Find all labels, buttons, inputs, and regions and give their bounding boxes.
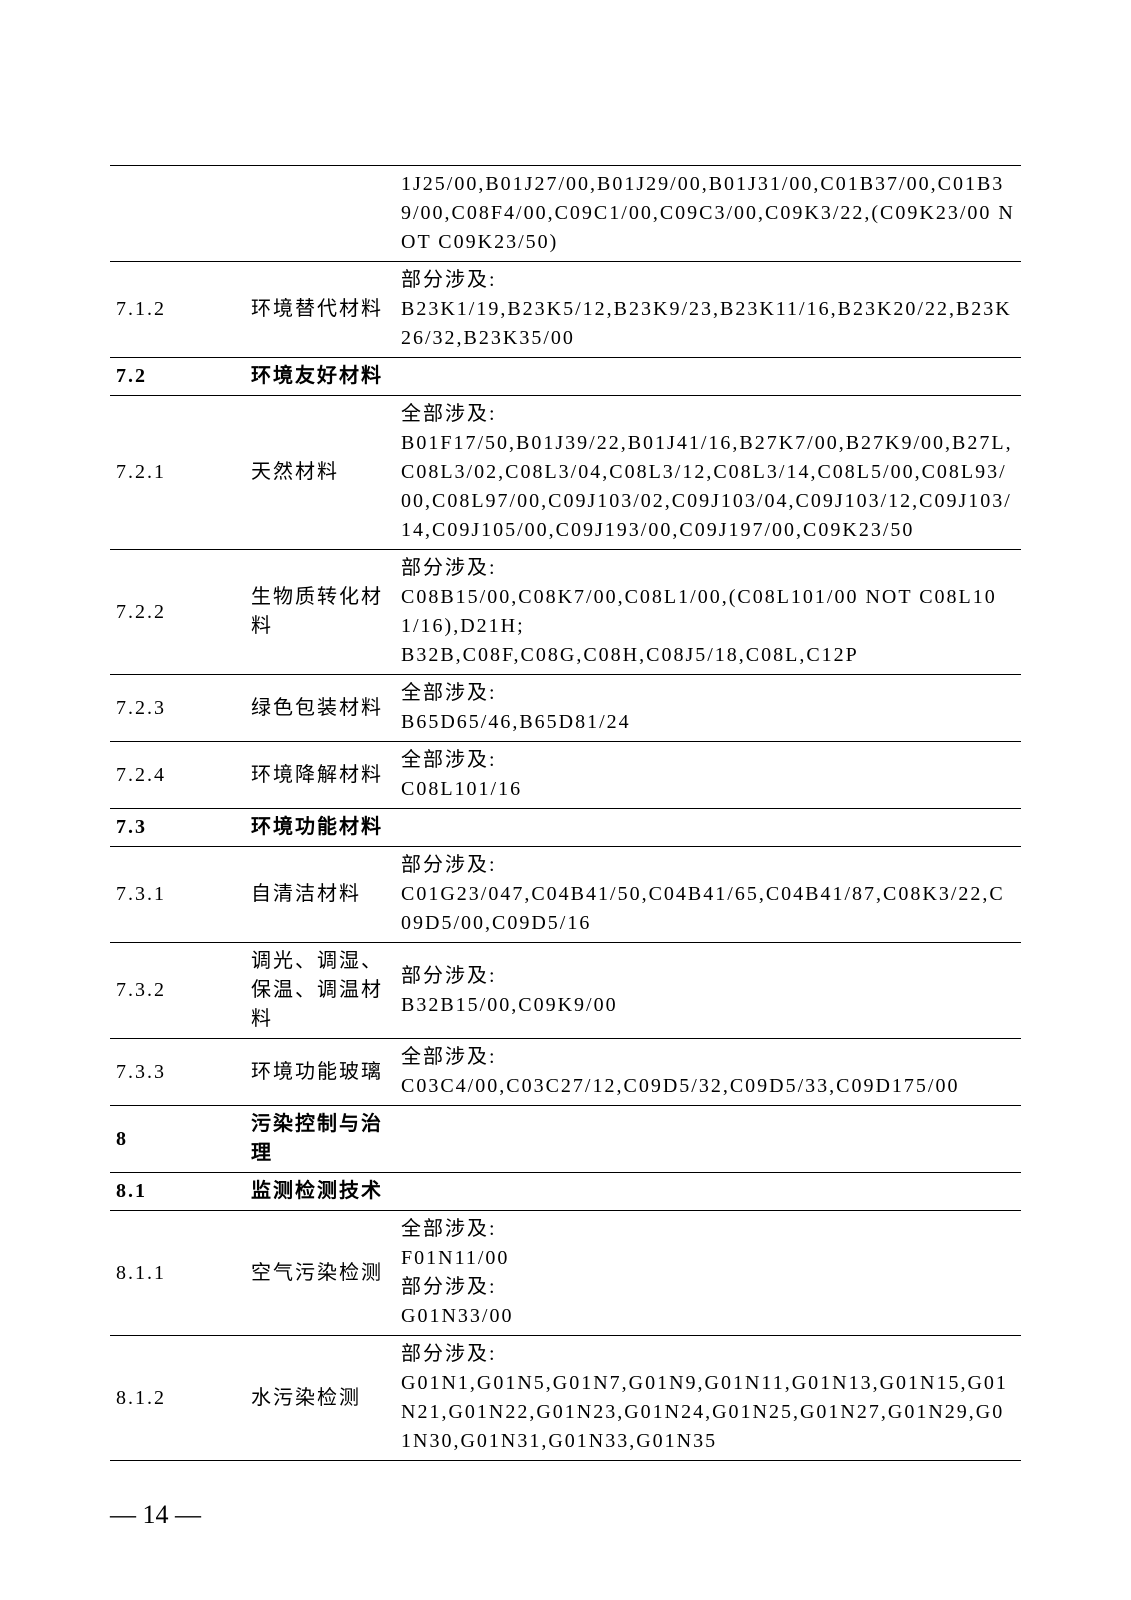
table-row: 8.1.1空气污染检测全部涉及:F01N11/00部分涉及:G01N33/00 (110, 1211, 1021, 1336)
cell-name (245, 166, 395, 262)
cell-desc: 全部涉及:B65D65/46,B65D81/24 (395, 675, 1021, 742)
cell-desc (395, 1106, 1021, 1173)
table-row: 7.3.2调光、调湿、保温、调温材料部分涉及:B32B15/00,C09K9/0… (110, 943, 1021, 1039)
table-row: 7.2.2生物质转化材料部分涉及:C08B15/00,C08K7/00,C08L… (110, 550, 1021, 675)
table-row: 8.1.2水污染检测部分涉及:G01N1,G01N5,G01N7,G01N9,G… (110, 1336, 1021, 1461)
table-row: 7.2环境友好材料 (110, 358, 1021, 396)
table-row: 1J25/00,B01J27/00,B01J29/00,B01J31/00,C0… (110, 166, 1021, 262)
cell-desc: 部分涉及:B23K1/19,B23K5/12,B23K9/23,B23K11/1… (395, 262, 1021, 358)
cell-name: 监测检测技术 (245, 1173, 395, 1211)
cell-id: 7.2 (110, 358, 245, 396)
table-row: 8污染控制与治理 (110, 1106, 1021, 1173)
cell-id: 8.1.2 (110, 1336, 245, 1461)
cell-id: 7.2.1 (110, 396, 245, 550)
cell-id: 7.3.2 (110, 943, 245, 1039)
table-row: 8.1监测检测技术 (110, 1173, 1021, 1211)
page-number: — 14 — (110, 1500, 201, 1530)
cell-id: 7.2.3 (110, 675, 245, 742)
table-row: 7.3.3环境功能玻璃全部涉及:C03C4/00,C03C27/12,C09D5… (110, 1039, 1021, 1106)
cell-id: 8.1 (110, 1173, 245, 1211)
cell-id: 7.1.2 (110, 262, 245, 358)
cell-id: 7.3 (110, 809, 245, 847)
classification-table: 1J25/00,B01J27/00,B01J29/00,B01J31/00,C0… (110, 165, 1021, 1461)
cell-id: 8 (110, 1106, 245, 1173)
cell-name: 环境降解材料 (245, 742, 395, 809)
cell-desc (395, 809, 1021, 847)
table-row: 7.2.4环境降解材料全部涉及:C08L101/16 (110, 742, 1021, 809)
cell-desc (395, 1173, 1021, 1211)
cell-name: 环境功能玻璃 (245, 1039, 395, 1106)
cell-name: 天然材料 (245, 396, 395, 550)
cell-id: 8.1.1 (110, 1211, 245, 1336)
cell-id (110, 166, 245, 262)
table-row: 7.2.3绿色包装材料全部涉及:B65D65/46,B65D81/24 (110, 675, 1021, 742)
table-row: 7.3环境功能材料 (110, 809, 1021, 847)
cell-desc: 全部涉及:B01F17/50,B01J39/22,B01J41/16,B27K7… (395, 396, 1021, 550)
cell-desc: 全部涉及:F01N11/00部分涉及:G01N33/00 (395, 1211, 1021, 1336)
cell-desc: 全部涉及:C08L101/16 (395, 742, 1021, 809)
cell-desc: 全部涉及:C03C4/00,C03C27/12,C09D5/32,C09D5/3… (395, 1039, 1021, 1106)
cell-name: 污染控制与治理 (245, 1106, 395, 1173)
cell-name: 环境功能材料 (245, 809, 395, 847)
cell-desc: 部分涉及:B32B15/00,C09K9/00 (395, 943, 1021, 1039)
cell-name: 环境替代材料 (245, 262, 395, 358)
cell-id: 7.2.2 (110, 550, 245, 675)
cell-name: 水污染检测 (245, 1336, 395, 1461)
cell-desc: 1J25/00,B01J27/00,B01J29/00,B01J31/00,C0… (395, 166, 1021, 262)
cell-name: 绿色包装材料 (245, 675, 395, 742)
cell-name: 调光、调湿、保温、调温材料 (245, 943, 395, 1039)
table-row: 7.2.1天然材料全部涉及:B01F17/50,B01J39/22,B01J41… (110, 396, 1021, 550)
table-row: 7.3.1自清洁材料部分涉及:C01G23/047,C04B41/50,C04B… (110, 847, 1021, 943)
cell-desc (395, 358, 1021, 396)
cell-name: 环境友好材料 (245, 358, 395, 396)
cell-desc: 部分涉及:G01N1,G01N5,G01N7,G01N9,G01N11,G01N… (395, 1336, 1021, 1461)
cell-id: 7.3.1 (110, 847, 245, 943)
cell-desc: 部分涉及:C08B15/00,C08K7/00,C08L1/00,(C08L10… (395, 550, 1021, 675)
cell-name: 空气污染检测 (245, 1211, 395, 1336)
cell-name: 生物质转化材料 (245, 550, 395, 675)
cell-desc: 部分涉及:C01G23/047,C04B41/50,C04B41/65,C04B… (395, 847, 1021, 943)
cell-id: 7.3.3 (110, 1039, 245, 1106)
cell-id: 7.2.4 (110, 742, 245, 809)
document-page: 1J25/00,B01J27/00,B01J29/00,B01J31/00,C0… (0, 0, 1131, 1541)
table-row: 7.1.2环境替代材料部分涉及:B23K1/19,B23K5/12,B23K9/… (110, 262, 1021, 358)
cell-name: 自清洁材料 (245, 847, 395, 943)
